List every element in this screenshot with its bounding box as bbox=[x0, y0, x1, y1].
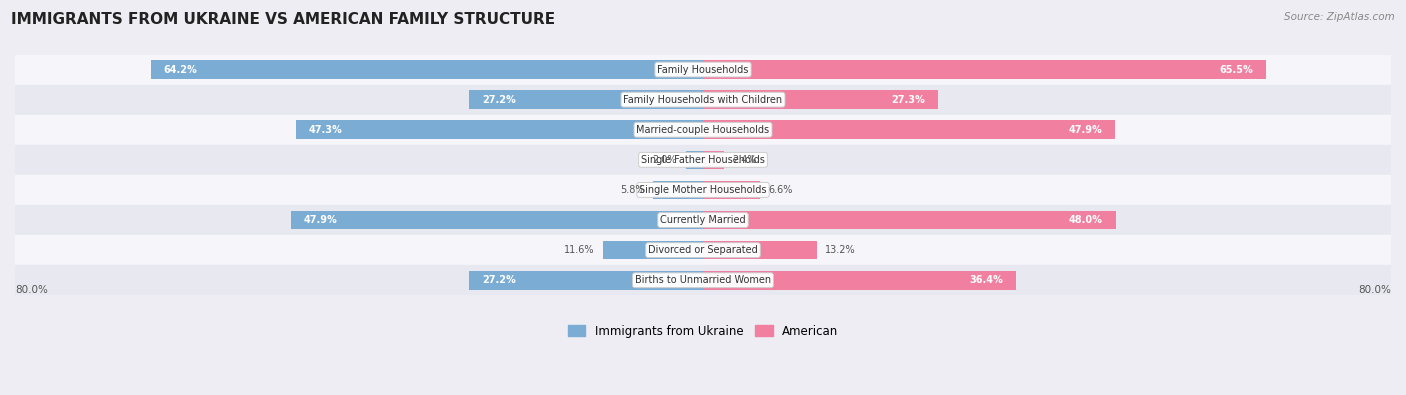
Text: 27.2%: 27.2% bbox=[482, 95, 516, 105]
Text: 47.9%: 47.9% bbox=[1069, 125, 1102, 135]
Bar bbox=[470, 271, 703, 290]
Text: 47.3%: 47.3% bbox=[309, 125, 343, 135]
Text: 27.2%: 27.2% bbox=[482, 275, 516, 285]
Bar bbox=[703, 241, 817, 260]
Text: 80.0%: 80.0% bbox=[1358, 285, 1391, 295]
Legend: Immigrants from Ukraine, American: Immigrants from Ukraine, American bbox=[562, 320, 844, 342]
Bar bbox=[291, 211, 703, 229]
Bar bbox=[470, 90, 703, 109]
Text: 80.0%: 80.0% bbox=[15, 285, 48, 295]
Bar bbox=[15, 175, 1391, 205]
Bar bbox=[15, 205, 1391, 235]
Text: Family Households with Children: Family Households with Children bbox=[623, 95, 783, 105]
Bar bbox=[703, 150, 724, 169]
Text: 13.2%: 13.2% bbox=[825, 245, 856, 255]
Bar bbox=[654, 181, 703, 199]
Text: IMMIGRANTS FROM UKRAINE VS AMERICAN FAMILY STRUCTURE: IMMIGRANTS FROM UKRAINE VS AMERICAN FAMI… bbox=[11, 12, 555, 27]
Bar bbox=[297, 120, 703, 139]
Text: Source: ZipAtlas.com: Source: ZipAtlas.com bbox=[1284, 12, 1395, 22]
Text: 65.5%: 65.5% bbox=[1219, 64, 1253, 75]
Text: 2.0%: 2.0% bbox=[652, 155, 678, 165]
Text: 48.0%: 48.0% bbox=[1069, 215, 1102, 225]
Bar bbox=[15, 55, 1391, 85]
Bar bbox=[703, 120, 1115, 139]
Text: 27.3%: 27.3% bbox=[891, 95, 925, 105]
Bar bbox=[15, 145, 1391, 175]
Text: 36.4%: 36.4% bbox=[969, 275, 1002, 285]
Bar bbox=[15, 235, 1391, 265]
Bar bbox=[150, 60, 703, 79]
Text: Currently Married: Currently Married bbox=[661, 215, 745, 225]
Text: Divorced or Separated: Divorced or Separated bbox=[648, 245, 758, 255]
Bar bbox=[703, 181, 759, 199]
Text: 2.4%: 2.4% bbox=[733, 155, 756, 165]
Text: Births to Unmarried Women: Births to Unmarried Women bbox=[636, 275, 770, 285]
Text: Single Mother Households: Single Mother Households bbox=[640, 185, 766, 195]
Text: Single Father Households: Single Father Households bbox=[641, 155, 765, 165]
Bar bbox=[15, 265, 1391, 295]
Bar bbox=[703, 90, 938, 109]
Text: Married-couple Households: Married-couple Households bbox=[637, 125, 769, 135]
Bar bbox=[703, 271, 1017, 290]
Bar bbox=[15, 85, 1391, 115]
Bar bbox=[703, 60, 1267, 79]
Bar bbox=[686, 150, 703, 169]
Text: 11.6%: 11.6% bbox=[564, 245, 595, 255]
Text: 47.9%: 47.9% bbox=[304, 215, 337, 225]
Text: Family Households: Family Households bbox=[658, 64, 748, 75]
Bar bbox=[703, 211, 1116, 229]
Bar bbox=[603, 241, 703, 260]
Text: 64.2%: 64.2% bbox=[163, 64, 197, 75]
Bar bbox=[15, 115, 1391, 145]
Text: 5.8%: 5.8% bbox=[620, 185, 644, 195]
Text: 6.6%: 6.6% bbox=[768, 185, 793, 195]
